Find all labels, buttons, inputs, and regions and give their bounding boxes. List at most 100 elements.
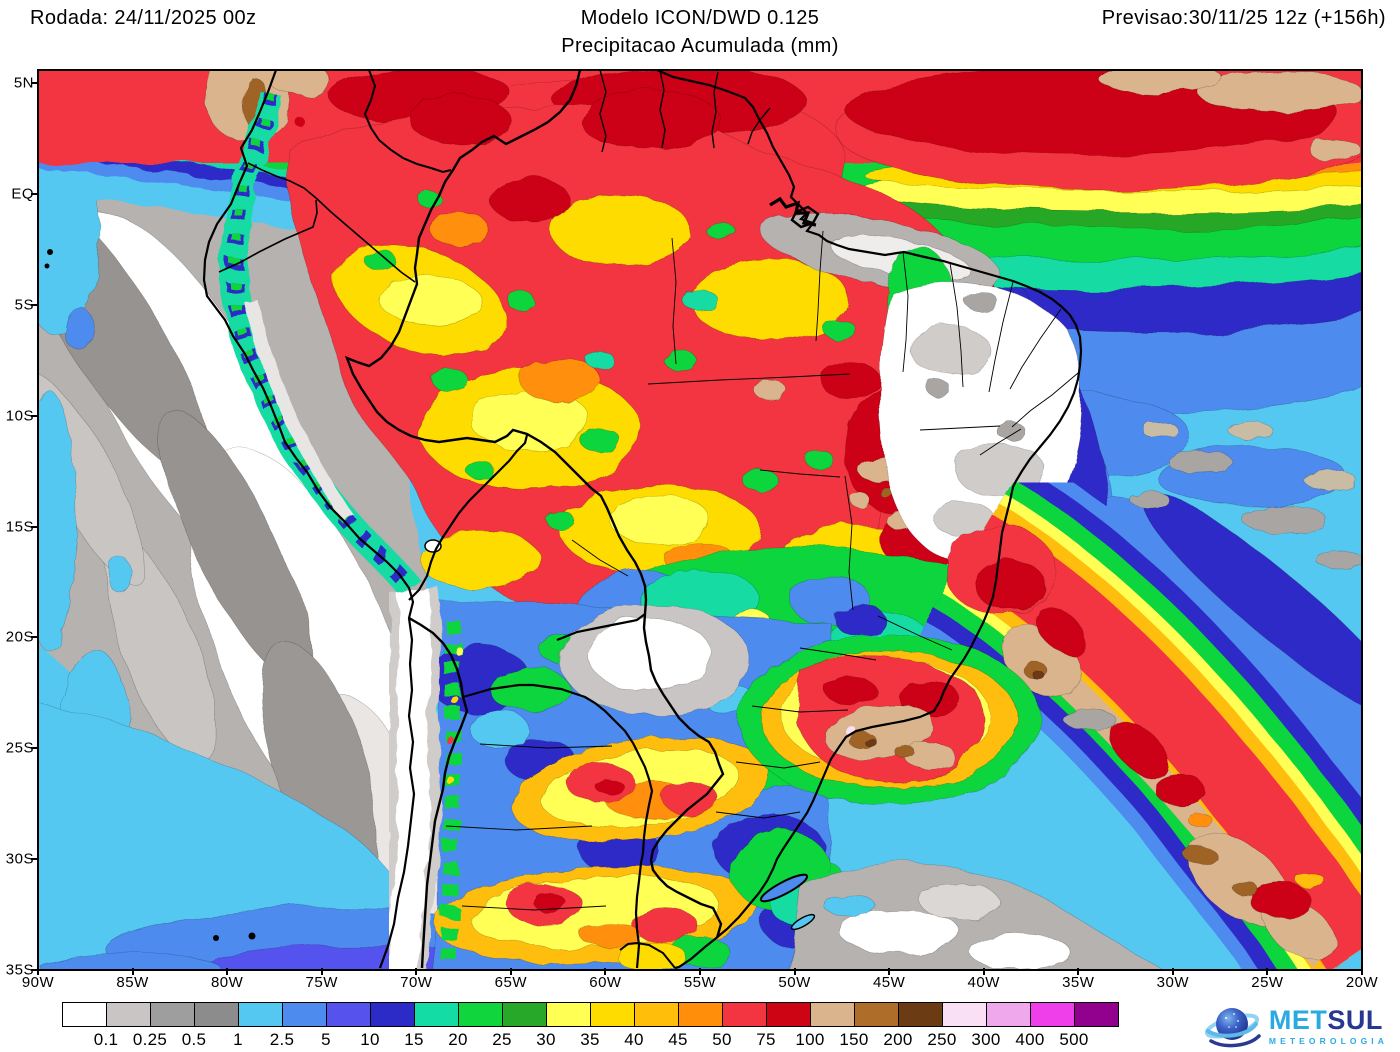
lat-tick-mark <box>31 525 38 528</box>
legend-swatch <box>898 1002 943 1027</box>
lon-tick-mark <box>1077 968 1080 975</box>
legend-value-label: 75 <box>756 1030 776 1049</box>
legend-swatch <box>766 1002 811 1027</box>
legend-swatch <box>546 1002 591 1027</box>
lat-tick-mark <box>31 969 38 971</box>
lon-tick-mark <box>698 968 701 975</box>
metsul-planet-icon <box>1204 1008 1261 1048</box>
legend-swatch <box>810 1002 855 1027</box>
lon-tick-label: 65W <box>494 974 528 991</box>
legend-swatch <box>62 1002 107 1027</box>
legend-value-label: 200 <box>883 1030 913 1049</box>
legend-swatch <box>150 1002 195 1027</box>
lon-tick-label: 85W <box>116 974 149 991</box>
legend-value-label: 500 <box>1059 1030 1089 1049</box>
lon-tick-mark <box>888 968 891 975</box>
legend-swatch <box>502 1002 547 1027</box>
se-band-cores <box>944 524 1337 962</box>
south-central-detail <box>429 604 846 968</box>
legend-value-label: 0.5 <box>181 1030 207 1049</box>
legend-value-label: 2.5 <box>269 1030 295 1049</box>
lon-tick-label: 35W <box>1062 974 1095 991</box>
legend-value-label: 10 <box>360 1030 380 1049</box>
lat-tick-mark <box>31 747 38 750</box>
lat-tick-mark <box>31 303 38 306</box>
logo-met-text: MET <box>1268 1004 1328 1035</box>
legend-swatch <box>722 1002 767 1027</box>
legend-swatch <box>326 1002 371 1027</box>
legend-value-label: 0.25 <box>132 1030 168 1049</box>
field-title: Precipitacao Acumulada (mm) <box>561 35 839 57</box>
legend-value-label: 1 <box>233 1030 243 1049</box>
coastlines-borders <box>202 70 1083 970</box>
lat-tick-label: EQ <box>11 185 34 203</box>
legend-swatch <box>370 1002 415 1027</box>
legend-swatch <box>1030 1002 1075 1027</box>
legend-swatch <box>942 1002 987 1027</box>
legend-value-label: 400 <box>1015 1030 1045 1049</box>
legend-swatch <box>282 1002 327 1027</box>
legend-swatch <box>458 1002 503 1027</box>
se-brazil-storm <box>739 634 1041 806</box>
legend-value-label: 45 <box>668 1030 688 1049</box>
lon-tick-label: 20W <box>1345 974 1379 991</box>
lon-tick-mark <box>509 968 512 975</box>
amazon-detail <box>333 89 996 596</box>
lon-tick-mark <box>320 968 323 975</box>
lat-tick-mark <box>31 192 38 195</box>
lon-tick-mark <box>1360 968 1363 975</box>
legend-value-label: 35 <box>580 1030 600 1049</box>
lon-tick-label: 50W <box>778 974 811 991</box>
precip-color-scale <box>62 1002 1119 1027</box>
lon-tick-mark <box>793 968 796 975</box>
lon-tick-mark <box>982 968 985 975</box>
lon-tick-mark <box>415 968 418 975</box>
lon-tick-label: 45W <box>872 974 906 991</box>
legend-value-label: 20 <box>448 1030 468 1049</box>
lat-tick-mark <box>31 82 38 84</box>
lat-tick-mark <box>31 858 38 861</box>
legend-value-label: 0.1 <box>93 1030 119 1049</box>
run-label: Rodada: 24/11/2025 00z <box>30 7 257 29</box>
lon-tick-label: 30W <box>1156 974 1190 991</box>
legend-swatch <box>986 1002 1031 1027</box>
legend-swatch <box>238 1002 283 1027</box>
lon-tick-label: 60W <box>589 974 622 991</box>
legend-swatch <box>414 1002 459 1027</box>
lat-tick-label: 15S <box>5 518 34 535</box>
legend-value-label: 40 <box>624 1030 644 1049</box>
lat-tick-label: 20S <box>5 628 34 646</box>
lon-tick-label: 70W <box>400 974 433 991</box>
lon-tick-mark <box>226 968 229 975</box>
lat-tick-label: 25S <box>5 739 34 757</box>
lat-tick-label: 10S <box>5 407 34 425</box>
lon-tick-label: 90W <box>21 974 55 991</box>
legend-swatch <box>106 1002 151 1027</box>
lon-tick-mark <box>604 968 607 975</box>
legend-value-label: 15 <box>404 1030 424 1049</box>
legend-swatch <box>678 1002 723 1027</box>
lon-tick-label: 80W <box>210 974 244 991</box>
logo-subtitle: METEOROLOGIA <box>1268 1035 1388 1046</box>
lat-tick-label: 35S <box>5 961 34 979</box>
legend-swatch <box>1074 1002 1119 1027</box>
lon-tick-mark <box>1266 968 1269 975</box>
forecast-label: Previsao:30/11/25 12z (+156h) <box>1101 7 1386 29</box>
legend-value-label: 25 <box>492 1030 512 1049</box>
lon-tick-label: 75W <box>305 974 338 991</box>
legend-value-label: 150 <box>839 1030 869 1049</box>
lat-tick-label: 30S <box>5 850 34 868</box>
legend-value-label: 300 <box>971 1030 1001 1049</box>
legend-value-label: 5 <box>321 1030 331 1049</box>
lon-tick-label: 40W <box>967 974 1000 991</box>
lon-tick-mark <box>131 968 134 975</box>
se-storm-band <box>920 453 1362 970</box>
lat-tick-mark <box>31 636 38 639</box>
lon-tick-label: 25W <box>1251 974 1284 991</box>
legend-swatch <box>194 1002 239 1027</box>
legend-value-label: 100 <box>795 1030 825 1049</box>
lon-tick-mark <box>1171 968 1174 975</box>
metsul-logo: METSUL METEOROLOGIA <box>1204 1000 1388 1052</box>
lat-tick-label: 5S <box>14 296 34 314</box>
